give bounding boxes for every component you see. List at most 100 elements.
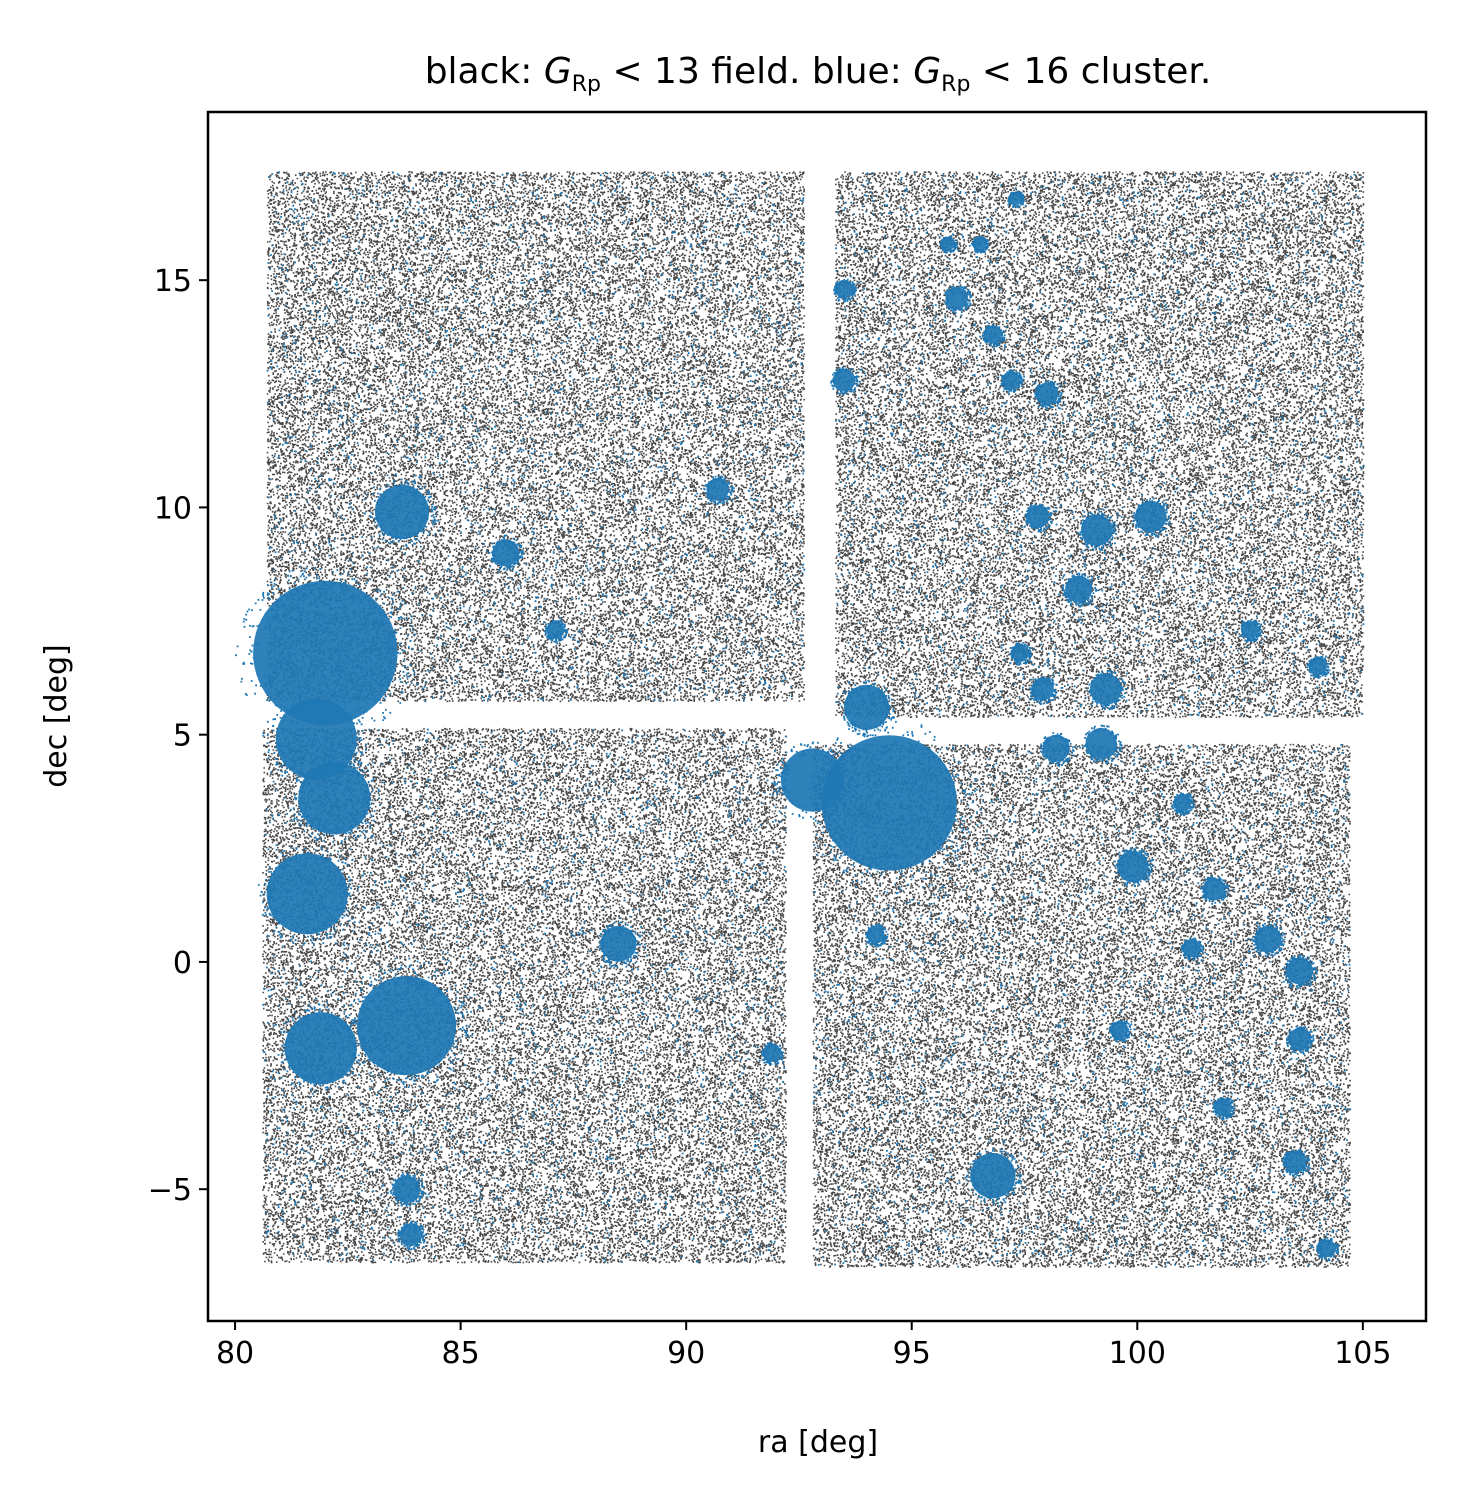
cluster-disk [1035,382,1059,406]
y-tick-label: 0 [173,946,192,981]
cluster-scatter-points-lower-left [262,728,788,1263]
x-tick-label: 95 [893,1336,931,1371]
cluster-disk [1241,621,1260,640]
cluster-disk [821,735,957,871]
cluster-disk [1085,728,1117,760]
cluster-edge-points [1131,497,1171,538]
cluster-edge-points [1200,875,1230,905]
cluster-edge-points [490,536,525,571]
cluster-edge-points [761,1041,785,1066]
cluster-disk [374,484,430,540]
cluster-edge-points [830,366,859,396]
cluster-disk [356,976,457,1076]
cluster-edge-points [1240,619,1263,643]
cluster-edge-points [833,278,857,303]
cluster-edge-points [1306,655,1331,679]
cluster-edge-points [544,619,569,643]
cluster-disk [266,853,348,935]
cluster-edge-points [277,1003,367,1092]
cluster-edge-points [1009,642,1032,666]
cluster-disk [1080,514,1113,546]
x-tick-label: 100 [1109,1336,1166,1371]
cluster-edge-points [1000,369,1024,393]
cluster-edge-points [1039,732,1075,767]
cluster-edge-points [1108,1020,1132,1043]
cluster-edge-points [1283,954,1318,990]
cluster-disk [275,698,357,780]
cluster-disk [1317,1239,1336,1258]
y-tick-label: 5 [173,719,192,754]
cluster-disk [945,287,969,310]
cluster-stars-series [235,171,1365,1269]
cluster-edge-points [1285,1025,1315,1055]
cluster-edge-points [807,720,975,889]
cluster-edge-points [1062,572,1098,608]
cluster-edge-points [397,1220,427,1251]
chart-title: black: GRp < 13 field. blue: GRp < 16 cl… [425,51,1212,97]
cluster-disk [284,1012,357,1085]
cluster-disk [983,325,1002,344]
cluster-disk [1286,957,1314,985]
cluster-edge-points [703,475,734,505]
cluster-disk [600,925,637,962]
cluster-disk [546,621,565,640]
cluster-edge-points [1082,724,1123,764]
cluster-disk [970,1153,1016,1199]
cluster-edge-points [1077,510,1118,551]
title-subscript-1: Rp [572,72,601,97]
cluster-disk [1283,1150,1307,1174]
cluster-edge-points [370,478,437,547]
cluster-disk [298,762,371,835]
y-axis: −5 0 5 10 15 [148,264,208,1208]
title-part-1: black: [425,51,544,92]
cluster-disk [492,539,520,567]
cluster-edge-points [598,921,641,968]
cluster-edge-points [981,323,1006,348]
cluster-edge-points [1212,1097,1235,1121]
cluster-edge-points [1171,792,1195,816]
y-tick-label: −5 [148,1173,192,1208]
title-variable-1: G [544,51,572,92]
field-points-lower-right [812,743,1351,1269]
field-points-upper-left [266,171,806,703]
title-subscript-2: Rp [941,72,970,97]
y-tick-label: 10 [154,491,192,526]
cluster-edge-points [1180,937,1205,961]
plot-frame [206,110,1428,1323]
cluster-disk [1089,673,1122,705]
cluster-disk [399,1223,423,1246]
cluster-edge-points [839,679,895,738]
cluster-disk [1110,1021,1129,1040]
cluster-edge-points [257,846,359,946]
cluster-edge-points [1282,1149,1311,1177]
cluster-disk [1288,1027,1311,1051]
x-axis-label: ra [deg] [758,1425,878,1460]
title-part-2: < 13 field. blue: [601,51,913,92]
cluster-disk [1202,877,1226,901]
title-part-3: < 16 cluster. [970,51,1211,92]
cluster-edge-points [1113,847,1154,887]
cluster-disk [1135,500,1167,533]
cluster-disk [1182,939,1201,958]
title-variable-2: G [913,51,941,92]
cluster-disk [1254,925,1282,953]
y-axis-label: dec [deg] [39,644,74,787]
x-axis: 80 85 90 95 100 105 [216,1321,1391,1371]
cluster-disk [780,748,845,812]
cluster-edge-points [1087,669,1128,711]
x-tick-label: 105 [1334,1336,1391,1371]
x-tick-label: 90 [667,1336,705,1371]
cluster-edge-points [1028,676,1058,705]
cluster-edge-points [1251,923,1286,957]
x-tick-label: 80 [216,1336,254,1371]
field-points-upper-right [835,171,1365,719]
cluster-disk [941,237,955,251]
cluster-edge-points [1007,190,1025,208]
cluster-edge-points [971,235,990,254]
cluster-edge-points [1316,1237,1340,1262]
cluster-edge-points [1024,503,1053,533]
cluster-disk [1117,850,1149,883]
cluster-edge-points [939,235,958,254]
cluster-disk [1026,505,1050,528]
